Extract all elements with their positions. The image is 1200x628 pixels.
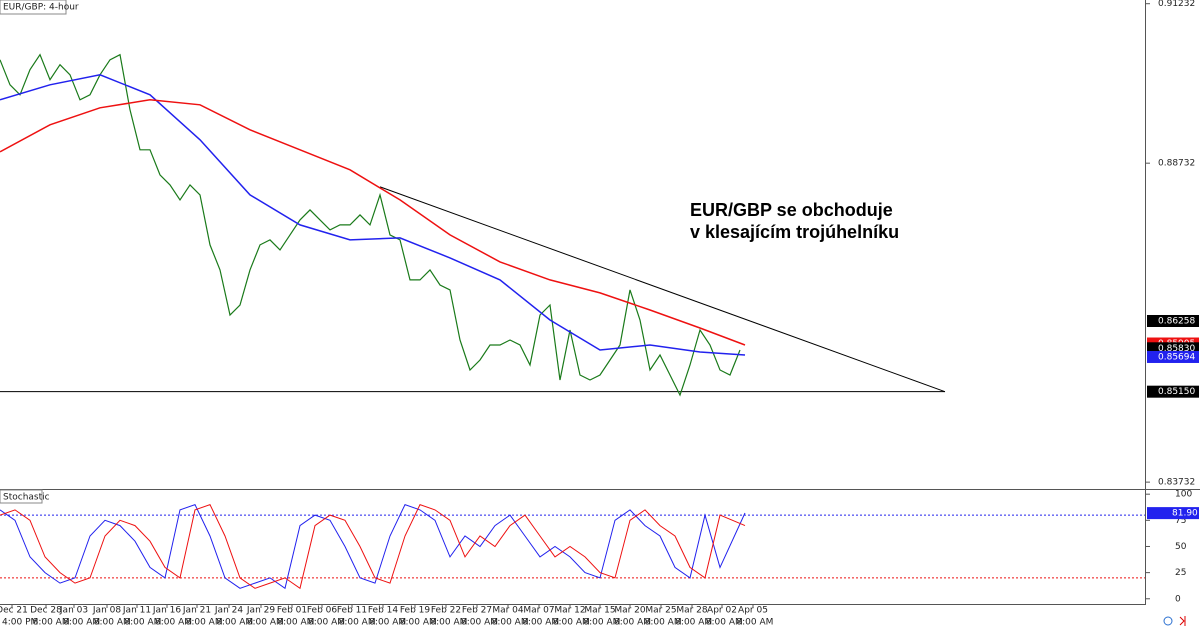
time-label: 8:00 AM: [736, 618, 773, 628]
time-label: 4:00 PM: [2, 618, 38, 628]
time-label: 8:00 AM: [675, 618, 712, 628]
x-tick-label: Apr 02: [707, 606, 737, 616]
stoch-line: [0, 503, 746, 590]
stoch-title-box: [0, 489, 43, 504]
x-tick-label: Mar 15: [584, 606, 615, 616]
trendline: [379, 186, 946, 393]
time-label: 8:00 AM: [94, 618, 131, 628]
x-tick-label: Mar 28: [676, 606, 708, 616]
time-label: 8:00 AM: [645, 618, 682, 628]
toolbar-icons[interactable]: [1163, 616, 1186, 626]
x-tick-label: Jan 29: [246, 606, 275, 616]
x-tick-label: Mar 12: [554, 606, 585, 616]
x-tick-label: Feb 27: [462, 606, 492, 616]
x-tick-label: Apr 05: [738, 606, 768, 616]
annotation: v klesajícím trojúhelníku: [690, 222, 899, 242]
price-line: [0, 53, 741, 397]
y-tick-label: 0.88732: [1158, 159, 1195, 169]
chart-title: EUR/GBP: 4-hour: [3, 3, 79, 13]
x-tick-label: Mar 20: [614, 606, 646, 616]
stoch-tag: [1147, 507, 1199, 520]
price-tag: [1147, 314, 1199, 327]
x-tick-label: Feb 01: [277, 606, 307, 616]
time-label: 8:00 AM: [277, 618, 314, 628]
y-tick-label: 0: [1175, 594, 1181, 604]
time-label: 8:00 AM: [522, 618, 559, 628]
x-tick-label: Feb 06: [307, 606, 338, 616]
price-tag-label: 0.86258: [1158, 316, 1195, 326]
y-tick-label: 0.91232: [1158, 0, 1195, 9]
time-label: 8:00 AM: [124, 618, 161, 628]
x-tick-label: Feb 14: [368, 606, 399, 616]
x-tick-label: Dec 28: [30, 606, 62, 616]
time-label: 8:00 AM: [461, 618, 498, 628]
time-label: 8:00 AM: [369, 618, 406, 628]
stoch-title: Stochastic: [3, 493, 50, 503]
x-tick-label: Jan 08: [92, 606, 121, 616]
price-tag-label: 0.85694: [1158, 352, 1195, 362]
x-tick-label: Jan 11: [122, 606, 151, 616]
y-tick-label: 50: [1175, 542, 1187, 552]
price-tag: [1147, 385, 1199, 398]
time-label: 8:00 AM: [308, 618, 345, 628]
time-label: 8:00 AM: [216, 618, 253, 628]
annotation: EUR/GBP se obchoduje: [690, 200, 893, 220]
x-tick-label: Mar 04: [492, 606, 524, 616]
time-label: 8:00 AM: [155, 618, 192, 628]
icon[interactable]: [1163, 616, 1173, 626]
time-label: 8:00 AM: [63, 618, 100, 628]
y-tick-label: 0.83732: [1158, 478, 1195, 488]
time-label: 8:00 AM: [430, 618, 467, 628]
x-tick-label: Jan 03: [59, 606, 88, 616]
stoch-tag-label: 81.90: [1172, 509, 1198, 519]
x-tick-label: Jan 21: [182, 606, 211, 616]
x-tick-label: Jan 24: [214, 606, 243, 616]
price-line: [0, 74, 746, 356]
x-tick-label: Mar 25: [645, 606, 676, 616]
time-label: 8:00 AM: [583, 618, 620, 628]
time-label: 8:00 AM: [706, 618, 743, 628]
x-tick-label: Feb 22: [431, 606, 461, 616]
price-line: [0, 99, 746, 346]
x-tick-label: Feb 11: [337, 606, 367, 616]
time-label: 8:00 AM: [614, 618, 651, 628]
price-tag-label: 0.85150: [1158, 387, 1195, 397]
price-tag: [1147, 350, 1199, 363]
x-tick-label: Jan 16: [152, 606, 181, 616]
title-box: [0, 0, 67, 15]
time-label: 8:00 AM: [33, 618, 70, 628]
x-tick-label: Mar 07: [523, 606, 554, 616]
price-tag-label: 0.85830: [1158, 344, 1195, 354]
time-label: 8:00 AM: [400, 618, 437, 628]
icon[interactable]: [1179, 616, 1186, 626]
time-label: 8:00 AM: [186, 618, 223, 628]
time-label: 8:00 AM: [492, 618, 529, 628]
x-tick-label: Dec 21: [0, 606, 28, 616]
y-tick-label: 100: [1175, 490, 1192, 500]
y-tick-label: 25: [1175, 568, 1186, 578]
time-label: 8:00 AM: [553, 618, 590, 628]
time-label: 8:00 AM: [247, 618, 284, 628]
stoch-line: [0, 503, 746, 590]
x-tick-label: Feb 19: [400, 606, 431, 616]
y-tick-label: 75: [1175, 516, 1186, 526]
time-label: 8:00 AM: [339, 618, 376, 628]
